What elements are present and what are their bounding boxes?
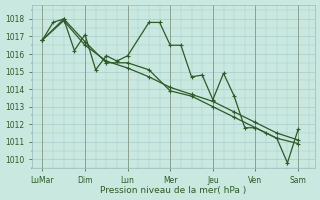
X-axis label: Pression niveau de la mer( hPa ): Pression niveau de la mer( hPa )	[100, 186, 247, 195]
